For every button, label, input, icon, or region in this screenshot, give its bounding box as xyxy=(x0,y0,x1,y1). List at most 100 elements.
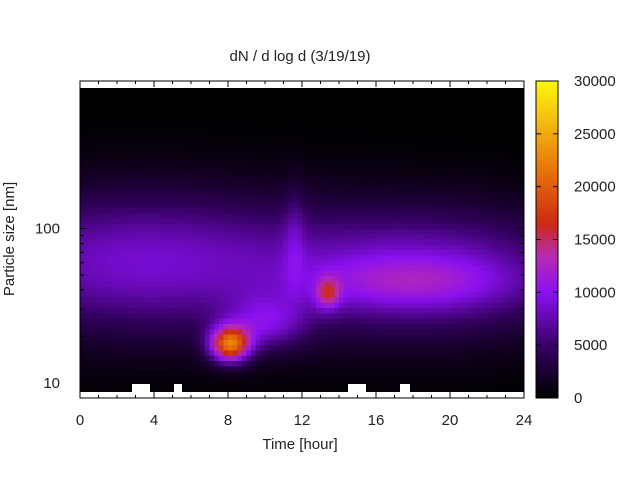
heatmap-cell xyxy=(403,281,409,288)
heatmap-cell xyxy=(265,149,271,156)
heatmap-cell xyxy=(371,139,377,145)
heatmap-cell xyxy=(288,191,294,198)
heatmap-cell xyxy=(278,339,285,346)
heatmap-cell xyxy=(399,376,405,383)
heatmap-cell xyxy=(112,260,118,267)
heatmap-cell xyxy=(103,250,109,256)
heatmap-cell xyxy=(186,271,192,278)
heatmap-cell xyxy=(376,96,382,103)
heatmap-cell xyxy=(204,339,211,346)
heatmap-cell xyxy=(288,287,294,293)
heatmap-cell xyxy=(163,107,169,114)
heatmap-cell xyxy=(302,318,308,325)
heatmap-cell xyxy=(288,371,294,378)
heatmap-cell xyxy=(417,329,423,336)
heatmap-cell xyxy=(84,371,90,378)
heatmap-cell xyxy=(292,186,298,193)
heatmap-cell xyxy=(265,345,271,352)
heatmap-cell xyxy=(154,86,160,93)
heatmap-cell xyxy=(394,165,400,172)
heatmap-cell xyxy=(459,255,465,262)
heatmap-cell xyxy=(237,123,243,130)
heatmap-cell xyxy=(325,170,331,177)
heatmap-cell xyxy=(343,366,349,373)
heatmap-cell xyxy=(121,345,127,352)
heatmap-cell xyxy=(126,112,132,119)
heatmap-cell xyxy=(195,244,201,251)
heatmap-cell xyxy=(329,355,335,362)
heatmap-cell xyxy=(186,276,192,283)
heatmap-cell xyxy=(191,318,197,325)
heatmap-cell xyxy=(181,123,187,130)
heatmap-cell xyxy=(269,96,275,103)
heatmap-cell xyxy=(376,350,382,357)
heatmap-cell xyxy=(209,361,215,367)
heatmap-cell xyxy=(158,329,164,336)
heatmap-cell xyxy=(306,96,312,103)
heatmap-cell xyxy=(218,223,224,230)
heatmap-cell xyxy=(232,170,238,177)
heatmap-cell xyxy=(343,112,349,119)
heatmap-cell xyxy=(376,276,382,283)
heatmap-cell xyxy=(417,102,423,109)
heatmap-cell xyxy=(376,160,382,167)
heatmap-cell xyxy=(366,244,372,251)
heatmap-cell xyxy=(288,197,294,204)
heatmap-cell xyxy=(144,308,150,315)
heatmap-cell xyxy=(107,281,113,288)
heatmap-cell xyxy=(348,313,354,320)
heatmap-cell xyxy=(320,234,326,241)
heatmap-cell xyxy=(445,371,451,378)
heatmap-cell xyxy=(380,218,386,225)
heatmap-cell xyxy=(223,297,229,304)
heatmap-cell xyxy=(348,202,354,209)
heatmap-cell xyxy=(255,144,261,151)
heatmap-cell xyxy=(191,271,197,278)
heatmap-cell xyxy=(325,281,331,288)
heatmap-cell xyxy=(209,255,215,262)
heatmap-cell xyxy=(339,107,345,114)
heatmap-cell xyxy=(200,329,206,336)
heatmap-cell xyxy=(376,91,382,98)
heatmap-cell xyxy=(167,318,174,325)
heatmap-cell xyxy=(431,371,437,378)
heatmap-cell xyxy=(445,265,451,272)
heatmap-cell xyxy=(269,181,275,188)
heatmap-cell xyxy=(454,144,460,151)
heatmap-cell xyxy=(459,96,465,103)
heatmap-cell xyxy=(348,302,354,309)
heatmap-cell xyxy=(399,265,405,272)
heatmap-cell xyxy=(339,308,345,315)
heatmap-cell xyxy=(440,239,446,246)
heatmap-cell xyxy=(362,292,368,299)
heatmap-cell xyxy=(417,308,423,315)
heatmap-cell xyxy=(177,96,183,103)
heatmap-cell xyxy=(274,165,280,172)
heatmap-cell xyxy=(172,117,178,124)
heatmap-cell xyxy=(103,202,109,209)
heatmap-cell xyxy=(339,170,345,177)
heatmap-cell xyxy=(343,339,349,346)
heatmap-cell xyxy=(283,160,289,167)
heatmap-cell xyxy=(389,133,396,140)
heatmap-cell xyxy=(362,112,368,119)
heatmap-cell xyxy=(389,239,396,246)
heatmap-cell xyxy=(260,202,266,209)
heatmap-cell xyxy=(459,265,465,272)
heatmap-cell xyxy=(380,133,386,140)
heatmap-cell xyxy=(228,197,234,204)
heatmap-cell xyxy=(306,297,312,304)
heatmap-cell xyxy=(445,361,451,367)
heatmap-cell xyxy=(283,197,289,204)
heatmap-cell xyxy=(292,234,298,241)
heatmap-cell xyxy=(255,276,261,283)
heatmap-cell xyxy=(80,149,86,156)
heatmap-cell xyxy=(265,86,271,93)
heatmap-cell xyxy=(440,112,446,119)
heatmap-cell xyxy=(191,260,197,267)
heatmap-cell xyxy=(237,154,243,161)
heatmap-cell xyxy=(223,318,229,325)
heatmap-cell xyxy=(292,371,298,378)
heatmap-cell xyxy=(246,371,252,378)
heatmap-cell xyxy=(200,128,206,135)
